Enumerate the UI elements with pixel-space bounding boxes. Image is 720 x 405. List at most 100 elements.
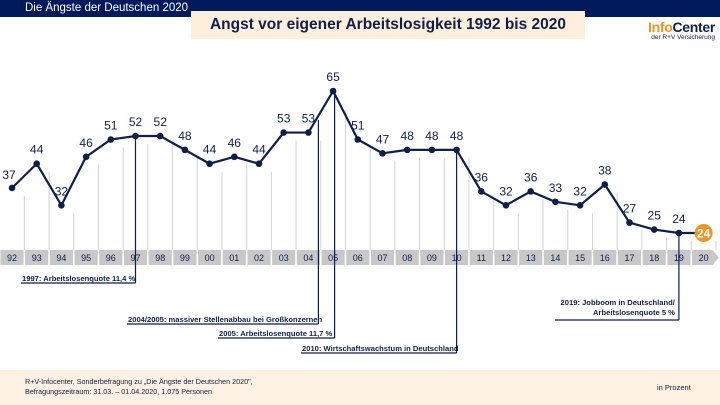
data-point [478,188,485,195]
data-label: 53 [277,112,291,126]
x-axis-cell [296,250,320,265]
data-label: 44 [30,143,44,157]
logo-subtitle: der R+V Versicherung [651,34,715,41]
data-label: 44 [252,143,266,157]
gridlines [23,110,717,250]
x-tick-label: 13 [526,253,536,263]
data-label: 53 [302,112,316,126]
x-tick-label: 94 [56,253,66,263]
x-axis-cell [99,250,123,265]
x-axis-cell [272,250,296,265]
data-label: 37 [2,168,16,182]
x-tick-label: 20 [699,253,709,263]
annotation-2005: 2005: Arbeitslosenquote 11,7 % [219,329,333,338]
data-label: 48 [178,129,192,143]
data-point [8,184,16,192]
x-axis-cell [692,250,719,265]
data-label: 24 [672,212,686,226]
x-tick-label: 02 [254,253,264,263]
x-tick-label: 16 [600,253,610,263]
data-label: 32 [499,184,513,198]
data-point [354,136,362,143]
x-tick-label: 92 [7,253,17,263]
x-tick-label: 93 [32,253,42,263]
x-tick-label: 09 [427,253,437,263]
chart-title: Angst vor eigener Arbeitslosigkeit 1992 … [209,16,567,33]
x-tick-label: 17 [624,253,634,263]
unit-label: in Prozent [657,383,691,392]
data-label: 25 [648,209,662,223]
x-axis-cell [247,250,271,265]
data-point [206,160,213,168]
x-axis-cell [395,250,419,265]
data-labels: 37 44 32 46 51 52 52 48 44 46 44 53 53 65 51 47 48 48 48 36… [2,70,710,240]
x-axis-cell [494,250,518,265]
highlight-label: 24 [697,226,711,240]
data-label: 65 [326,70,340,84]
x-tick-label: 11 [477,253,486,263]
annotation-2019-line2: Arbeitslosenquote 5 % [593,308,675,317]
data-label: 51 [351,118,365,132]
x-axis-cell [0,250,24,265]
annotation-leaders [21,91,680,354]
data-point [626,219,633,226]
data-point [453,146,460,154]
series-title: Die Ängste der Deutschen 2020 [25,2,189,14]
data-point [552,198,559,206]
x-tick-label: 18 [649,253,659,263]
x-axis-cell [321,250,345,265]
x-tick-label: 01 [229,253,239,263]
x-axis-cell [49,250,73,265]
x-axis-cell [222,250,246,265]
x-axis-cell [25,250,49,265]
x-axis-cell [469,250,493,265]
data-label: 46 [228,136,242,150]
data-point [379,150,386,157]
x-tick-label: 99 [180,253,190,263]
data-label: 32 [573,184,587,198]
x-axis-cell [519,250,543,265]
data-point [58,201,65,209]
series-line [11,89,704,235]
logo-info: Info [647,19,673,35]
x-tick-label: 14 [550,253,560,263]
data-point [82,153,90,161]
data-point [280,129,288,136]
data-point [403,146,411,154]
x-tick-label: 05 [328,253,338,263]
data-label: 46 [79,136,93,150]
x-tick-label: 15 [575,253,585,263]
data-point [675,229,683,237]
x-tick-label: 96 [106,253,116,263]
x-axis-cell [173,250,197,265]
data-point [255,160,263,168]
data-label: 33 [549,181,563,195]
x-tick-label: 12 [501,253,511,263]
data-point [650,226,658,233]
x-axis-cell [543,250,567,265]
x-tick-label: 04 [303,253,313,263]
annotation-2019-line1: 2019: Jobboom in Deutschland/ [560,298,675,307]
highlight-point [694,224,713,242]
series-path [11,89,704,235]
x-tick-label: 07 [377,253,387,263]
data-point [107,136,115,143]
x-axis-cell [370,250,395,265]
x-axis-cell [642,250,666,265]
x-axis-cell [346,250,370,265]
chart-title-box: Angst vor eigener Arbeitslosigkeit 1992 … [191,11,585,39]
data-label: 36 [475,170,489,184]
data-point [132,132,139,140]
source-line-1: R+V-Infocenter, Sonderbefragung zu „Die … [25,377,253,386]
data-label: 48 [450,129,464,143]
data-label: 44 [203,143,217,157]
x-axis-cell [198,250,222,265]
x-tick-label: 08 [402,253,412,263]
annotation-2010: 2010: Wirtschaftswachstum in Deutschland [302,344,459,353]
data-points [8,87,713,242]
data-point [305,129,312,136]
data-point [601,181,609,188]
data-label: 38 [598,164,612,178]
data-label: 48 [425,129,439,143]
data-point [33,160,40,168]
